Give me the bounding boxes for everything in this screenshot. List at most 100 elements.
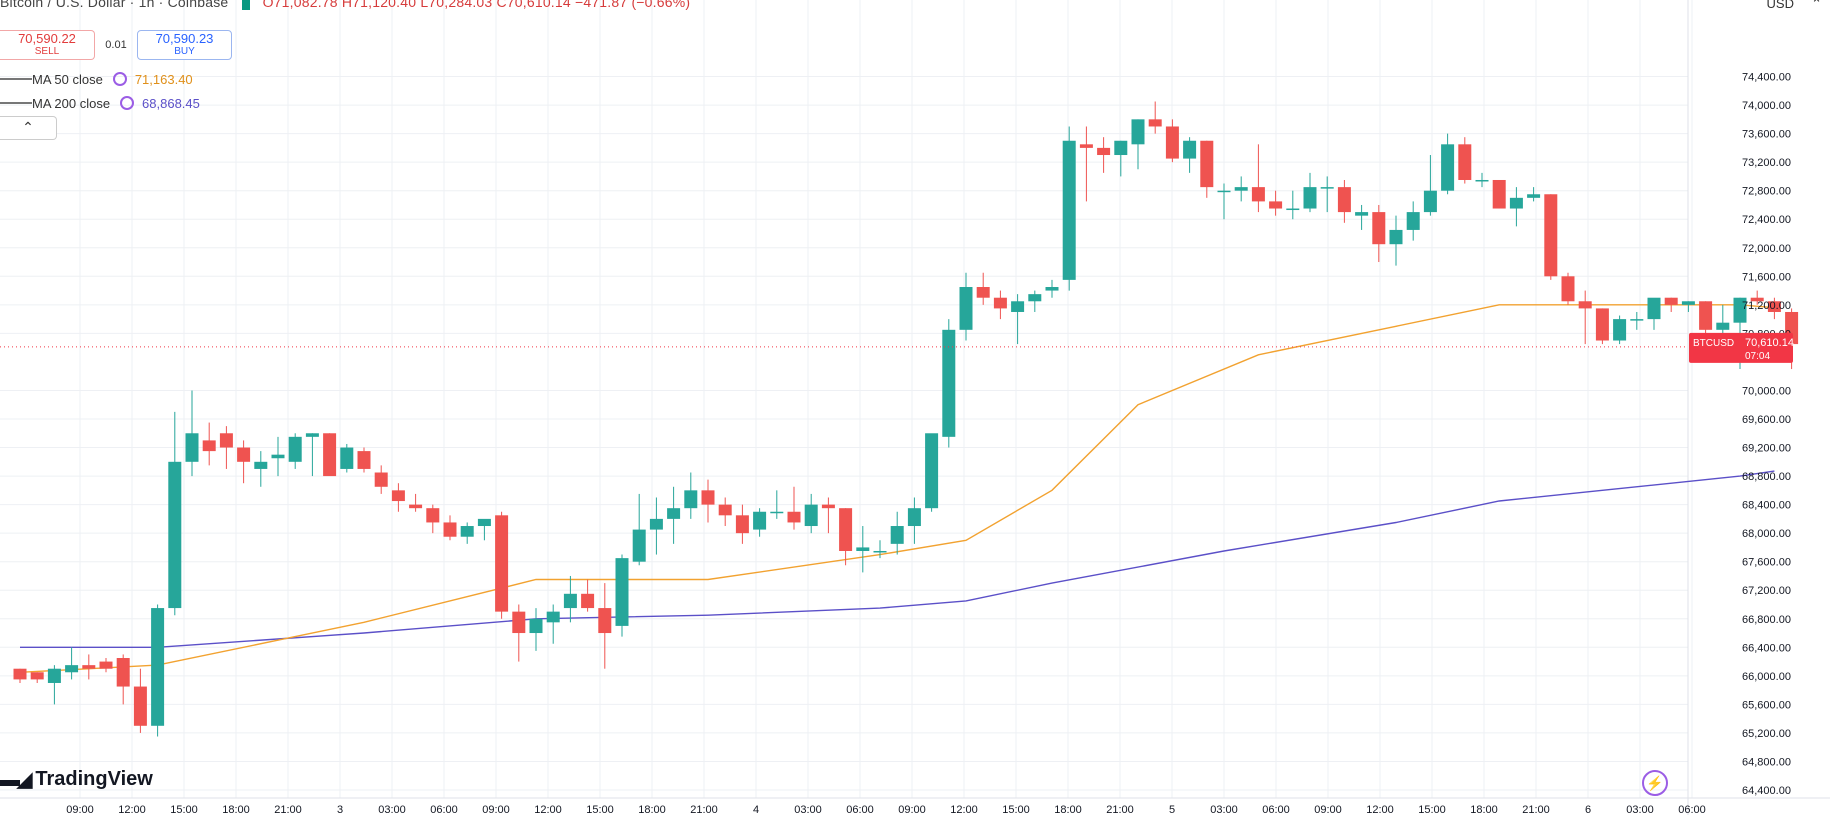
- candle-body: [512, 611, 526, 634]
- y-tick-label: 67,600.00: [1742, 557, 1791, 569]
- x-tick-label: 12:00: [1366, 804, 1394, 815]
- x-tick-label: 09:00: [1314, 804, 1342, 815]
- candle-body: [632, 529, 646, 562]
- candle-body: [391, 490, 405, 502]
- sell-button[interactable]: 70,590.22 SELL: [0, 30, 95, 60]
- candle-body: [546, 611, 560, 623]
- candle-body: [1750, 297, 1764, 302]
- y-tick-label: 68,800.00: [1742, 471, 1791, 483]
- candle-body: [185, 433, 199, 462]
- candle-body: [357, 451, 371, 469]
- indicator-value: 71,163.40: [134, 71, 193, 87]
- candle-body: [787, 511, 801, 523]
- candle-body: [1613, 319, 1627, 341]
- buy-button[interactable]: 70,590.23 BUY: [137, 30, 232, 60]
- candle-body: [890, 526, 904, 544]
- y-tick-label: 66,800.00: [1742, 614, 1791, 626]
- candle-body: [1595, 308, 1609, 341]
- lightning-icon[interactable]: ⚡: [1642, 770, 1668, 796]
- indicator-name: MA 200 close: [32, 95, 111, 111]
- candle-body: [684, 490, 698, 509]
- candle-body: [477, 518, 491, 527]
- chevron-up-icon[interactable]: ⌃: [1811, 0, 1822, 11]
- currency-selector[interactable]: USD: [1766, 0, 1794, 11]
- y-tick-label: 74,000.00: [1742, 100, 1791, 112]
- candle-body: [1011, 301, 1025, 312]
- candle-body: [649, 518, 663, 530]
- x-tick-label: 3: [337, 804, 343, 815]
- x-tick-label: 09:00: [482, 804, 510, 815]
- candle-body: [1561, 276, 1575, 302]
- candle-body: [1733, 297, 1747, 323]
- candle-body: [976, 287, 990, 298]
- x-tick-label: 6: [1585, 804, 1591, 815]
- candle-body: [993, 297, 1007, 309]
- candle-body: [288, 436, 302, 462]
- candle-body: [1664, 297, 1678, 305]
- x-tick-label: 09:00: [66, 804, 94, 815]
- candle-body: [1458, 144, 1472, 180]
- candle-body: [770, 511, 784, 514]
- symbol-title[interactable]: Bitcoin / U.S. Dollar · 1h · Coinbase: [0, 0, 229, 10]
- candle-body: [340, 447, 354, 469]
- candle-body: [305, 433, 319, 437]
- candle-body: [237, 447, 251, 462]
- tradingview-logo[interactable]: ▬◢ TradingView: [0, 767, 153, 792]
- x-tick-label: 5: [1169, 804, 1175, 815]
- x-tick-label: 12:00: [118, 804, 146, 815]
- loading-icon[interactable]: [120, 96, 135, 110]
- y-tick-label: 69,600.00: [1742, 414, 1791, 426]
- candle-body: [374, 472, 388, 487]
- candle-body: [1079, 144, 1093, 148]
- candle-body: [1028, 294, 1042, 302]
- x-tick-label: 21:00: [690, 804, 718, 815]
- candle-body: [1183, 140, 1197, 159]
- price-label-box: [1689, 332, 1793, 363]
- x-tick-label: 21:00: [1106, 804, 1134, 815]
- x-tick-label: 21:00: [1522, 804, 1550, 815]
- candle-body: [1527, 194, 1541, 198]
- indicator-line-icon: [0, 78, 32, 80]
- candle-body: [615, 558, 629, 626]
- spread-value: 0.01: [105, 39, 127, 51]
- price-label-value: 70,610.14: [1745, 337, 1794, 349]
- ma50-line: [19, 304, 1775, 673]
- x-tick-label: 21:00: [274, 804, 302, 815]
- loading-icon[interactable]: [112, 72, 127, 86]
- candle-body: [65, 665, 79, 673]
- candle-body: [942, 329, 956, 437]
- candle-body: [426, 508, 440, 523]
- y-tick-label: 66,000.00: [1742, 671, 1791, 683]
- ohlc-values: O71,082.78 H71,120.40 L70,284.03 C70,610…: [262, 0, 691, 10]
- sell-price: 70,590.22: [18, 31, 76, 46]
- y-tick-label: 73,600.00: [1742, 129, 1791, 141]
- candle-body: [1114, 140, 1128, 156]
- candle-body: [753, 511, 767, 530]
- buy-price: 70,590.23: [155, 31, 214, 46]
- indicator-ma200[interactable]: MA 200 close 68,868.45: [0, 94, 200, 112]
- logo-text: TradingView: [35, 768, 153, 790]
- candle-body: [1269, 201, 1283, 209]
- y-tick-label: 74,400.00: [1742, 72, 1791, 84]
- candle-body: [1165, 126, 1179, 159]
- x-tick-label: 18:00: [222, 804, 250, 815]
- y-tick-label: 69,200.00: [1742, 443, 1791, 455]
- x-tick-label: 03:00: [794, 804, 822, 815]
- candle-body: [443, 522, 457, 537]
- indicator-line-icon: [0, 102, 32, 104]
- collapse-legend-button[interactable]: ⌃: [0, 116, 57, 140]
- x-tick-label: 15:00: [586, 804, 614, 815]
- x-tick-label: 15:00: [1002, 804, 1030, 815]
- candle-body: [1303, 187, 1317, 209]
- y-tick-label: 70,000.00: [1742, 385, 1791, 397]
- indicator-ma50[interactable]: MA 50 close 71,163.40: [0, 70, 193, 88]
- candle-body: [925, 433, 939, 509]
- candle-body: [219, 433, 233, 448]
- y-tick-label: 65,600.00: [1742, 699, 1791, 711]
- candle-body: [1767, 301, 1781, 312]
- candle-body: [529, 618, 543, 634]
- x-tick-label: 06:00: [1678, 804, 1706, 815]
- candle-body: [1578, 301, 1592, 309]
- candle-body: [1320, 187, 1334, 189]
